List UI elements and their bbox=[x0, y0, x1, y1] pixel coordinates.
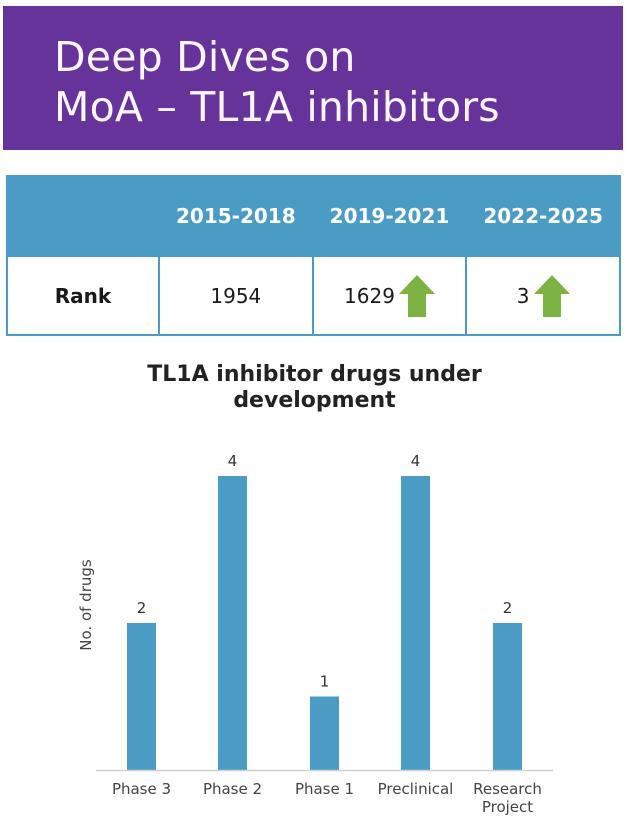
row-label-rank: Rank bbox=[6, 255, 160, 336]
data-label: 4 bbox=[411, 452, 421, 470]
bar-chart: 2 Phase 3 4 Phase 2 1 Phase 1 4 Preclinical 2 Res… bbox=[77, 452, 553, 816]
rank-table-header-row: 2015-2018 2019-2021 2022-2025 bbox=[6, 175, 621, 257]
data-label: 2 bbox=[503, 599, 513, 617]
y-axis-label: No. of drugs bbox=[77, 559, 95, 651]
page-title: Deep Dives on MoA – TL1A inhibitors bbox=[54, 32, 500, 132]
header-2015-2018: 2015-2018 bbox=[158, 175, 314, 257]
bar-preclinical bbox=[401, 476, 430, 770]
data-label: 4 bbox=[228, 452, 238, 470]
bar-phase-1 bbox=[310, 696, 339, 770]
up-arrow-icon bbox=[533, 274, 570, 317]
data-label: 1 bbox=[320, 673, 330, 691]
chart-title: TL1A inhibitor drugs under development bbox=[0, 362, 629, 414]
rank-cell-2019-2021: 1629 bbox=[311, 255, 468, 336]
header-2019-2021: 2019-2021 bbox=[311, 175, 468, 257]
bar-research-project bbox=[493, 623, 522, 770]
chart-title-line-2: development bbox=[233, 388, 396, 413]
rank-cell-2022-2025: 3 bbox=[465, 255, 621, 336]
header-empty bbox=[6, 175, 160, 257]
data-label: 2 bbox=[137, 599, 147, 617]
x-tick-label: Project bbox=[482, 798, 533, 816]
x-tick-label: Phase 3 bbox=[112, 780, 171, 798]
x-tick-label: Phase 1 bbox=[295, 780, 354, 798]
table-row: Rank 1954 1629 3 bbox=[6, 255, 621, 336]
bar-phase-2 bbox=[218, 476, 247, 770]
x-tick-label: Preclinical bbox=[378, 780, 454, 798]
title-banner: Deep Dives on MoA – TL1A inhibitors bbox=[3, 6, 623, 150]
chart-title-line-1: TL1A inhibitor drugs under bbox=[147, 362, 482, 387]
x-tick-label: Research bbox=[473, 780, 542, 798]
rank-cell-2015-2018: 1954 bbox=[158, 255, 314, 336]
bar-phase-3 bbox=[127, 623, 156, 770]
rank-value: 1954 bbox=[210, 283, 262, 308]
x-tick-label: Phase 2 bbox=[203, 780, 262, 798]
header-2022-2025: 2022-2025 bbox=[465, 175, 621, 257]
page-title-line-2: MoA – TL1A inhibitors bbox=[54, 83, 500, 131]
rank-table: 2015-2018 2019-2021 2022-2025 Rank 1954 … bbox=[6, 175, 621, 336]
rank-value: 1629 bbox=[344, 283, 395, 308]
page-title-line-1: Deep Dives on bbox=[54, 33, 356, 81]
up-arrow-icon bbox=[398, 274, 435, 317]
rank-value: 3 bbox=[516, 283, 530, 308]
